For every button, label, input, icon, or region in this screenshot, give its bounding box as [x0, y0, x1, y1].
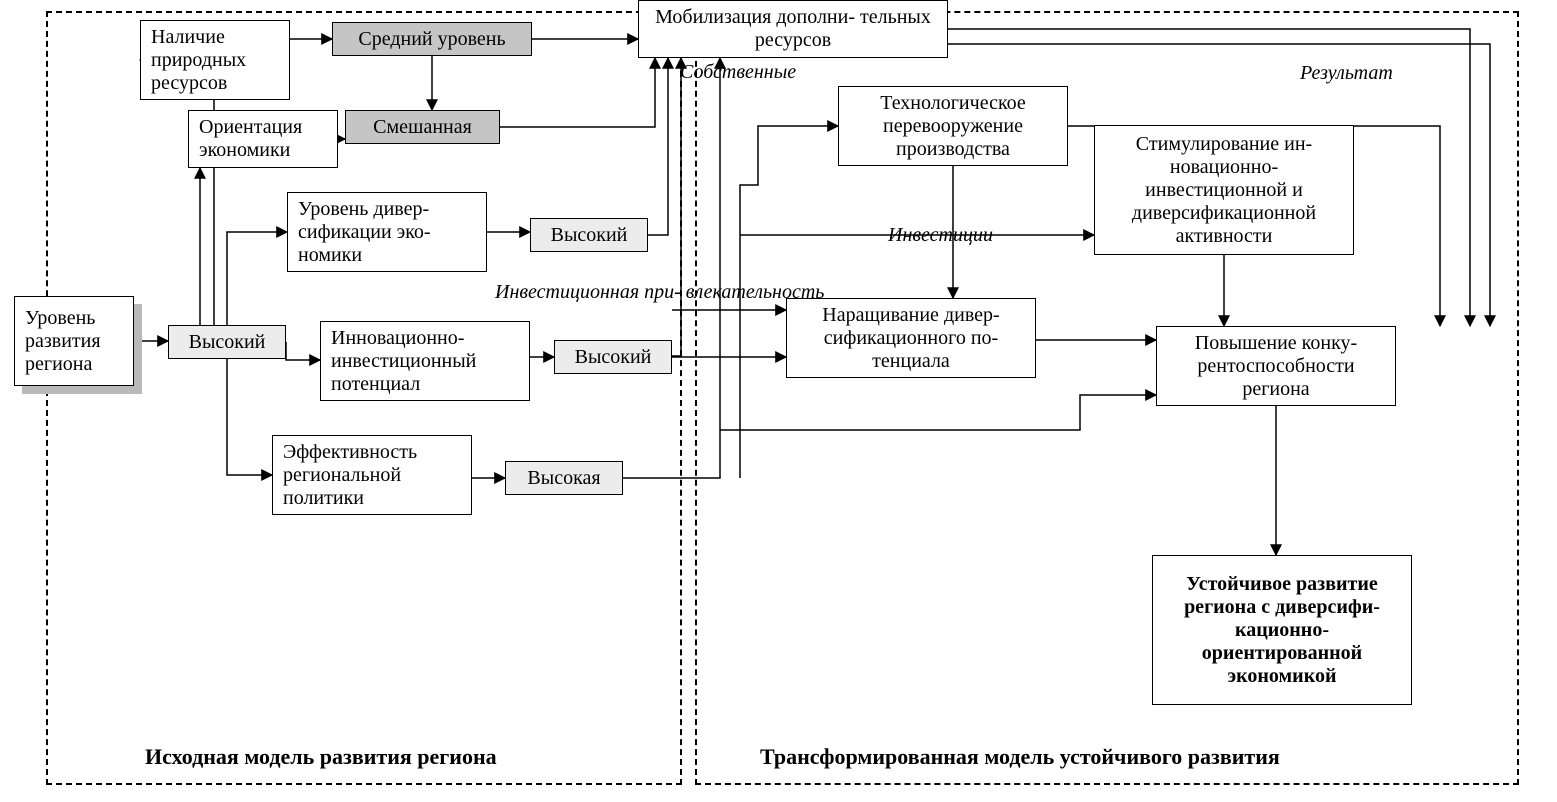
caption-right: Трансформированная модель устойчивого ра… [760, 744, 1280, 770]
node-orient-val: Смешанная [345, 110, 500, 144]
label-attract: Инвестиционная при- влекательность [495, 282, 824, 303]
node-mobil: Мобилизация дополни- тельных ресурсов [638, 0, 948, 58]
node-root: Уровень развития региона [14, 296, 134, 386]
node-policy-val: Высокая [505, 461, 623, 495]
node-orient: Ориентация экономики [188, 110, 338, 168]
node-build: Наращивание дивер- сификационного по- те… [786, 298, 1036, 378]
node-nat: Наличие природных ресурсов [140, 20, 290, 100]
label-result: Результат [1300, 63, 1393, 84]
node-policy: Эффективность региональной политики [272, 435, 472, 515]
label-invest: Инвестиции [888, 225, 993, 246]
node-innov: Инновационно- инвестиционный потенциал [320, 321, 530, 401]
node-compete: Повышение конку- рентоспособности регион… [1156, 326, 1396, 406]
node-nat-val: Средний уровень [332, 22, 532, 56]
node-root-val: Высокий [168, 325, 286, 359]
node-innov-val: Высокий [554, 340, 672, 374]
diagram-stage: Исходная модель развития региона Трансфо… [0, 0, 1557, 802]
node-divers-val: Высокий [530, 218, 648, 252]
node-sustain: Устойчивое развитие региона с диверсифи-… [1152, 555, 1412, 705]
node-divers: Уровень дивер- сификации эко- номики [287, 192, 487, 272]
label-own: Собственные [680, 62, 796, 83]
node-stimul: Стимулирование ин- новационно- инвестици… [1094, 125, 1354, 255]
caption-left: Исходная модель развития региона [145, 744, 497, 770]
node-tech: Технологическое перевооружение производс… [838, 86, 1068, 166]
